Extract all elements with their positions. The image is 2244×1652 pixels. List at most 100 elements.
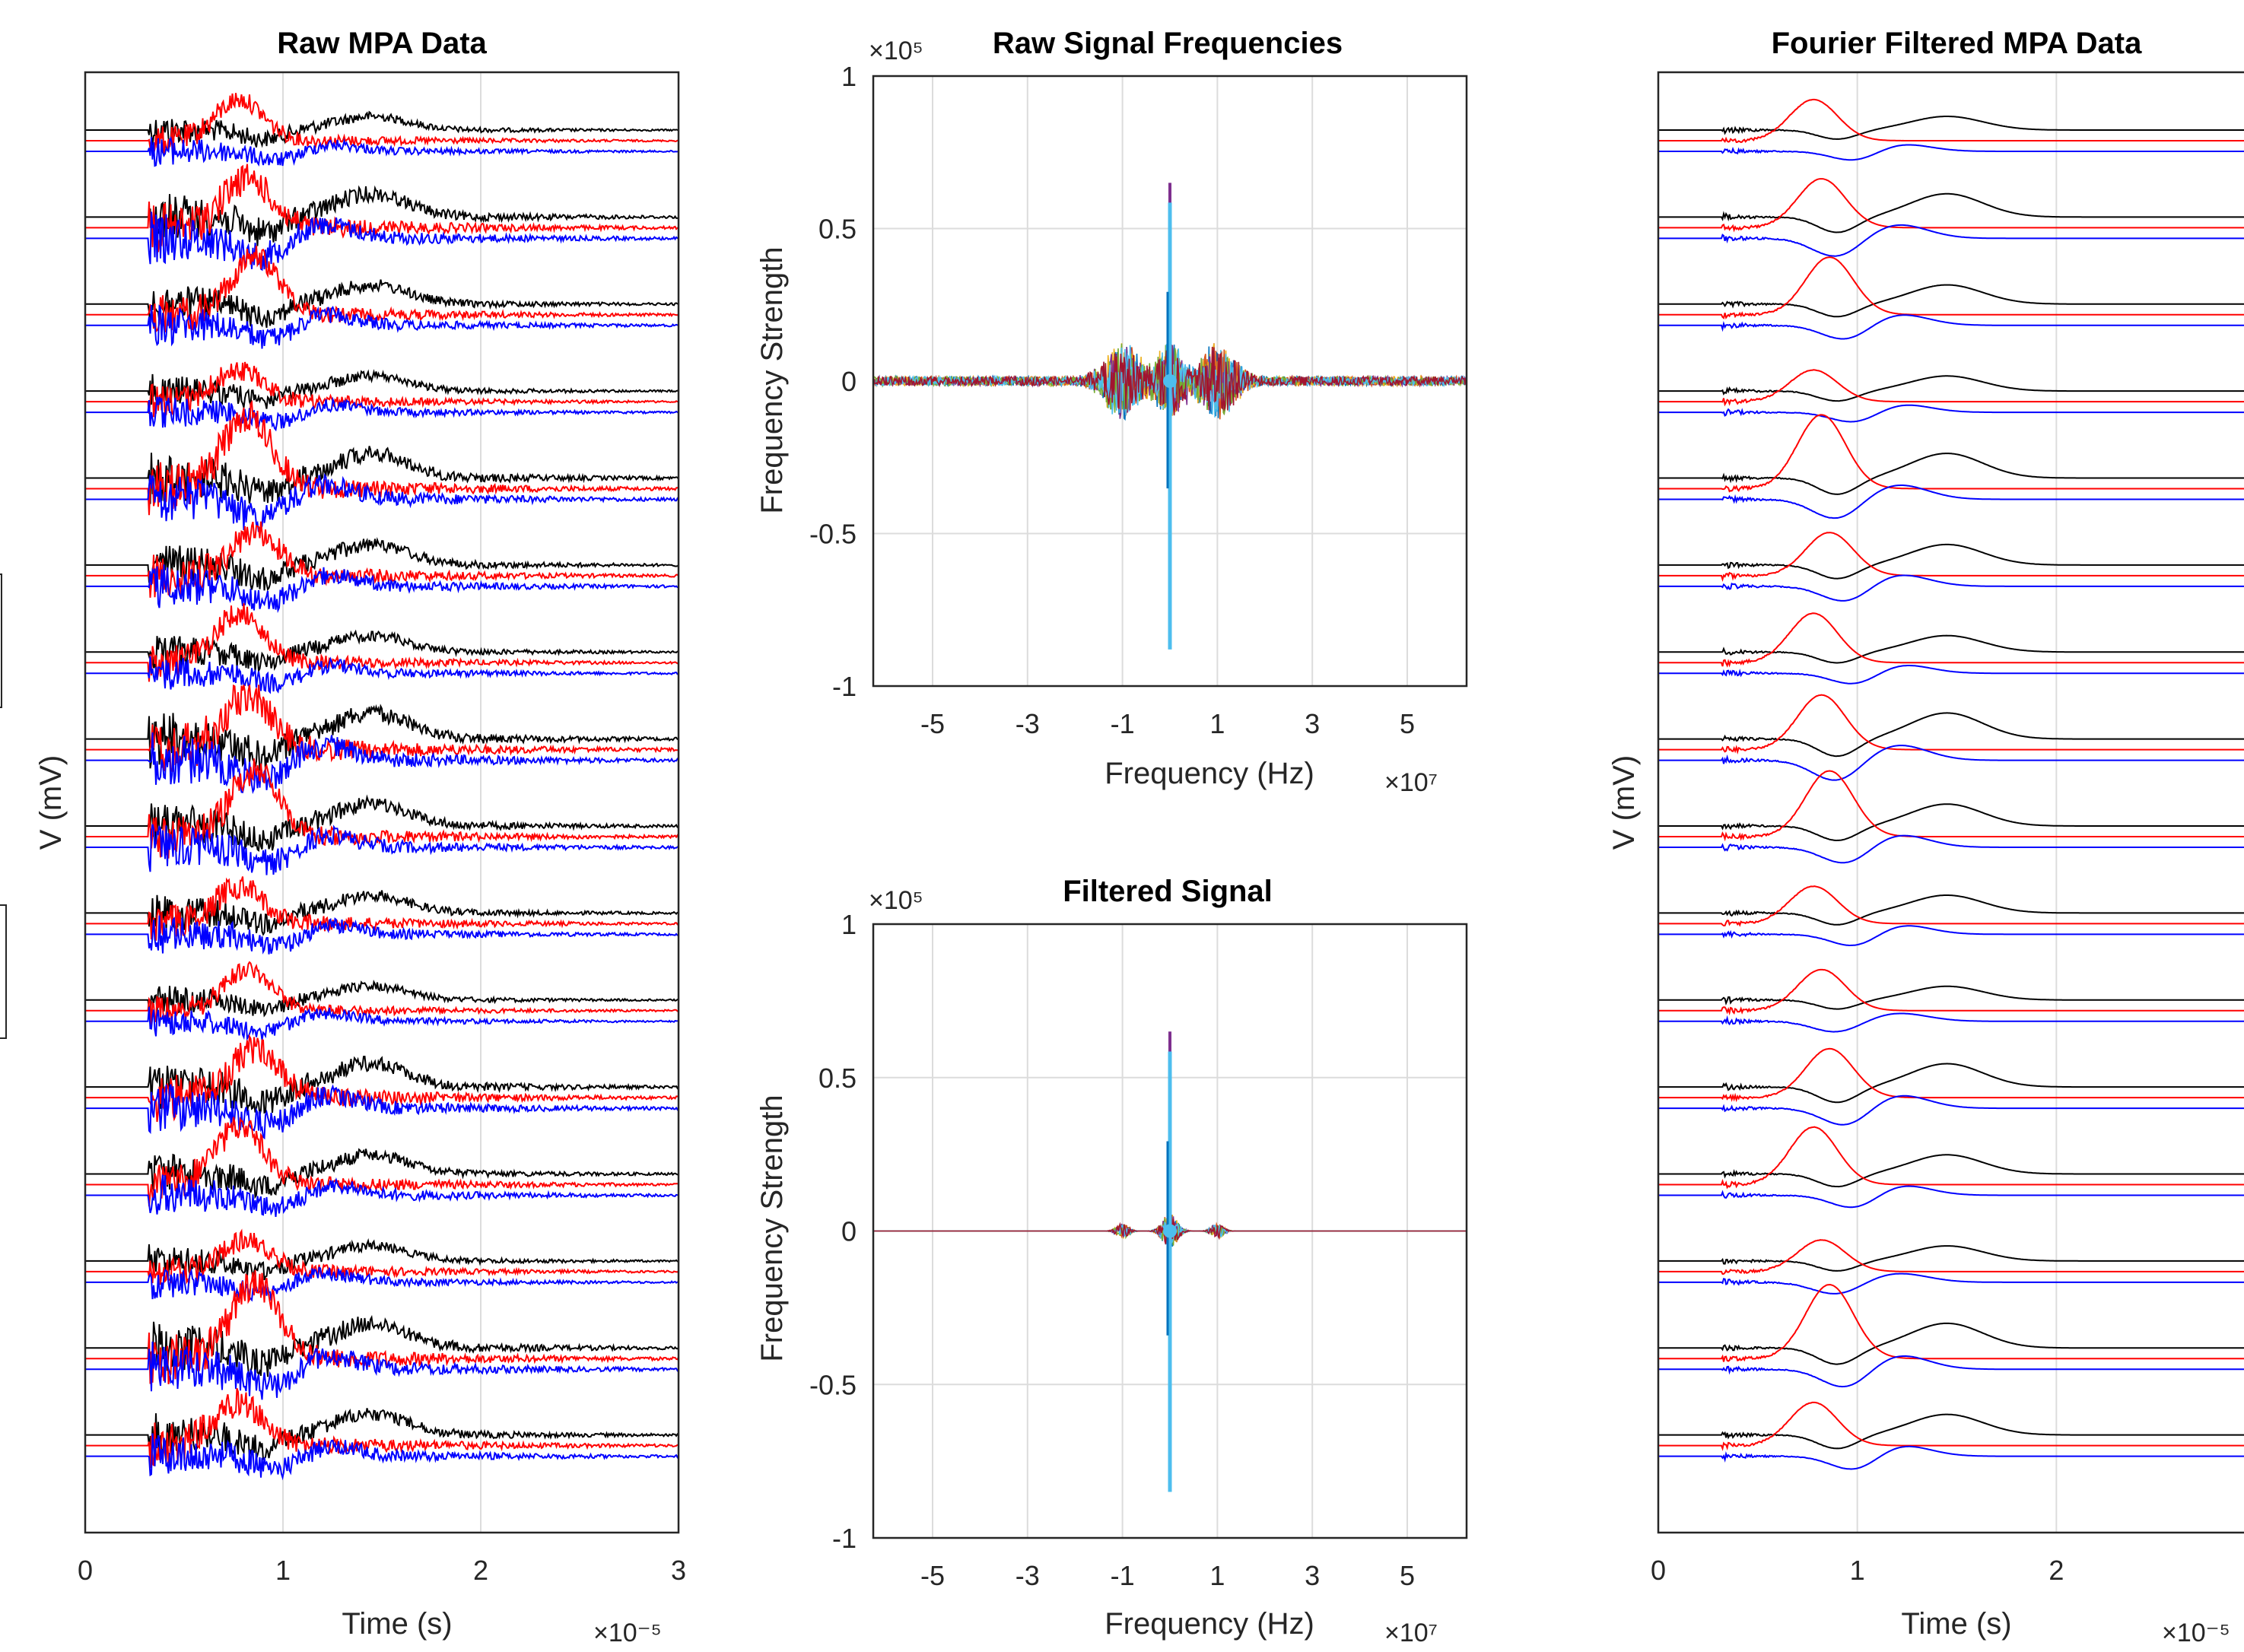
x-tick-labels: 0 1 2 3 <box>78 1555 686 1586</box>
trace-line <box>1658 1245 2244 1272</box>
y-tick-label: -1 <box>832 1523 857 1554</box>
trace-line <box>85 1433 679 1481</box>
trace-line <box>85 564 679 614</box>
trace-line <box>85 1314 679 1377</box>
x-tick-label: 0 <box>78 1555 93 1586</box>
trace-line <box>1658 1063 2244 1104</box>
trace-line <box>85 1056 679 1116</box>
trace-line <box>85 732 679 795</box>
trace-line <box>1658 192 2244 234</box>
panel-raw-signal-frequencies: Raw Signal Frequencies -5 -3 -1 1 3 5 1 0.5 0 -0… <box>755 27 1468 797</box>
trace-line <box>1658 1239 2244 1276</box>
trace-line <box>1658 1185 2244 1209</box>
x-axis-exponent: ×10⁻⁵ <box>593 1619 662 1647</box>
trace-line <box>1658 404 2244 423</box>
trace-line <box>1658 1154 2244 1188</box>
trace-line <box>1658 543 2244 580</box>
x-tick-label: 2 <box>473 1555 488 1586</box>
chart-title: Raw MPA Data <box>277 27 487 60</box>
trace-line <box>1658 1047 2244 1103</box>
trace-line <box>1658 116 2244 140</box>
trace-line <box>85 890 679 936</box>
trace-line <box>1658 1094 2244 1126</box>
trace-line <box>1658 1401 2244 1451</box>
trace-line <box>85 1174 679 1217</box>
grid <box>282 72 679 1533</box>
trace-line <box>1658 414 2244 493</box>
trace-line <box>85 164 679 253</box>
grid <box>1856 72 2058 1533</box>
y-tick-label: 0.5 <box>818 214 857 245</box>
y-axis-exponent: ×10⁵ <box>869 886 923 915</box>
y-tick-label: 1 <box>841 909 857 940</box>
trace-line <box>1658 453 2244 495</box>
chart-title: Filtered Signal <box>1063 875 1273 908</box>
trace-line <box>1658 712 2244 758</box>
x-tick-label: 0 <box>1651 1555 1666 1586</box>
x-axis-label: Frequency (Hz) <box>1105 1607 1314 1641</box>
trace-line <box>85 915 679 955</box>
x-tick-label: -5 <box>920 708 945 739</box>
y-tick-labels: 1 0.5 0 -0.5 -1 <box>809 909 857 1554</box>
trace-line <box>1658 532 2244 583</box>
trace-line <box>1658 925 2244 946</box>
trace-line <box>1658 314 2244 340</box>
trace-line <box>85 136 679 167</box>
trace-line <box>1658 224 2244 257</box>
legend-box-fragment <box>0 904 7 1039</box>
trace-line <box>1658 484 2244 519</box>
trace-line <box>1658 144 2244 161</box>
trace-line <box>85 472 679 532</box>
trace-line <box>85 361 679 419</box>
trace-line <box>1658 968 2244 1016</box>
trace-line <box>1658 256 2244 319</box>
trace-line <box>85 279 679 329</box>
trace-line <box>1658 885 2244 927</box>
x-tick-label: 5 <box>1400 708 1415 739</box>
trace-line <box>85 1237 679 1281</box>
trace-line <box>1658 98 2244 144</box>
trace-line <box>1658 1322 2244 1365</box>
x-tick-label: -5 <box>920 1560 945 1591</box>
y-tick-label: 0.5 <box>818 1063 857 1094</box>
trace-line <box>1658 803 2244 842</box>
trace-line <box>85 110 679 148</box>
trace-line <box>1658 1272 2244 1295</box>
trace-line <box>1658 894 2244 926</box>
trace-line <box>85 1408 679 1460</box>
trace-line <box>1658 612 2244 668</box>
axes-box <box>872 923 1468 1539</box>
x-tick-labels: -5 -3 -1 1 3 5 <box>920 708 1415 739</box>
axes-box <box>84 71 680 1534</box>
axes-box <box>1657 71 2244 1534</box>
y-tick-label: -0.5 <box>809 1369 857 1400</box>
y-tick-label: 1 <box>841 61 857 92</box>
x-tick-label: -1 <box>1111 708 1135 739</box>
trace-line <box>85 758 679 859</box>
trace-line <box>85 396 679 432</box>
trace-line <box>1658 1413 2244 1450</box>
x-tick-label: 1 <box>1209 708 1225 739</box>
trace-line <box>1658 574 2244 602</box>
y-tick-label: -0.5 <box>809 519 857 550</box>
trace-line <box>1658 375 2244 402</box>
panel-raw-mpa-data: Raw MPA Data 0 1 2 3 Time (s) ×10⁻⁵ V (mV) <box>34 27 686 1647</box>
trace-line <box>85 1269 679 1385</box>
chart-title: Raw Signal Frequencies <box>993 27 1343 60</box>
trace-line <box>1658 178 2244 233</box>
trace-line <box>1658 694 2244 755</box>
x-tick-label: -3 <box>1016 1560 1040 1591</box>
y-axis-label: Frequency Strength <box>755 246 789 513</box>
y-axis-label: Frequency Strength <box>755 1094 789 1361</box>
trace-line <box>1658 665 2244 685</box>
trace-line <box>85 704 679 771</box>
x-tick-label: 3 <box>1305 1560 1320 1591</box>
trace-line <box>85 1148 679 1199</box>
trace-line <box>85 446 679 504</box>
trace-line <box>85 399 679 516</box>
trace-line <box>85 1006 679 1042</box>
trace-line <box>85 304 679 349</box>
panel-fourier-filtered-mpa-data: Fourier Filtered MPA Data 0 1 2 Time (s) ×… <box>1607 27 2244 1647</box>
trace-line <box>85 1084 679 1140</box>
